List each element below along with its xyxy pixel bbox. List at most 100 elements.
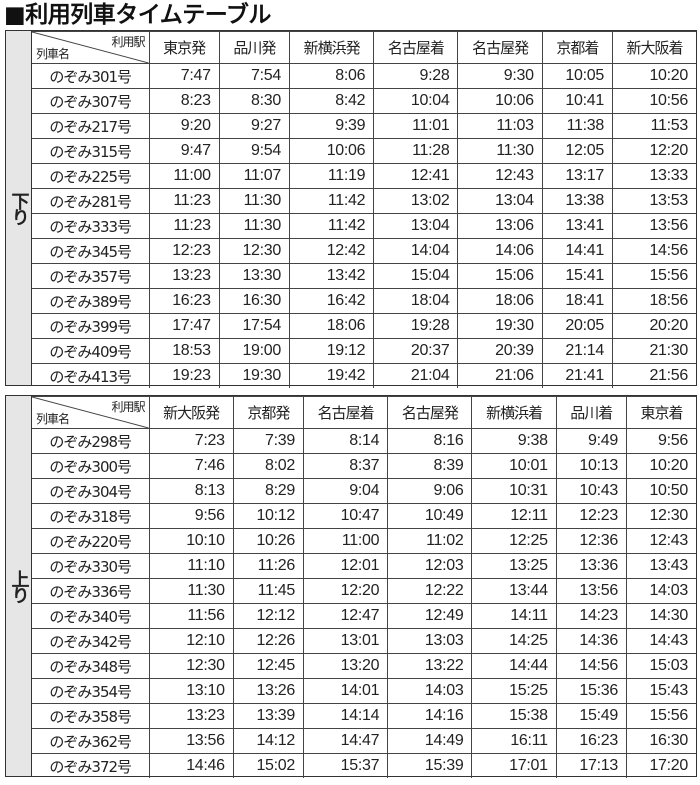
train-name: のぞみ281号 xyxy=(32,188,150,214)
time-cell: 15:56 xyxy=(611,263,696,289)
station-axis-label: 利用駅 xyxy=(111,400,145,414)
time-cell: 9:47 xyxy=(148,138,220,164)
station-header: 東京発 xyxy=(148,31,220,64)
time-cell: 12:01 xyxy=(302,553,389,579)
table-row: のぞみ342号 12:10 12:26 13:01 13:03 14:25 14:36 14:… xyxy=(32,628,696,654)
time-cell: 9:49 xyxy=(555,428,627,454)
time-cell: 14:03 xyxy=(387,678,473,704)
time-cell: 20:39 xyxy=(457,338,543,364)
time-cell: 10:13 xyxy=(555,453,627,479)
train-name: のぞみ298号 xyxy=(32,428,150,454)
time-cell: 14:16 xyxy=(387,703,473,729)
table-row: のぞみ340号 11:56 12:12 12:47 12:49 14:11 14:23 14:… xyxy=(32,603,696,629)
time-cell: 7:46 xyxy=(148,453,234,479)
time-cell: 8:02 xyxy=(232,453,304,479)
time-cell: 11:53 xyxy=(611,113,696,139)
time-cell: 12:45 xyxy=(232,653,304,679)
time-cell: 12:10 xyxy=(148,628,234,654)
time-cell: 15:38 xyxy=(471,703,557,729)
time-cell: 8:23 xyxy=(148,88,220,114)
time-cell: 15:02 xyxy=(232,753,304,778)
time-cell: 13:33 xyxy=(611,163,696,189)
time-cell: 11:23 xyxy=(148,188,220,214)
time-cell: 12:05 xyxy=(541,138,613,164)
time-cell: 9:06 xyxy=(387,478,473,504)
time-cell: 11:02 xyxy=(387,528,473,554)
timetable-table: 利用駅 列車名 新大阪発 京都発 名古屋着 名古屋発 新横浜着 品川着 東京着 のぞみ298号 7:… xyxy=(32,396,696,778)
time-cell: 13:06 xyxy=(457,213,543,239)
time-cell: 8:29 xyxy=(232,478,304,504)
table-row: のぞみ330号 11:10 11:26 12:01 12:03 13:25 13:36 13:… xyxy=(32,553,696,579)
train-name: のぞみ357号 xyxy=(32,263,150,289)
table-row: のぞみ345号 12:23 12:30 12:42 14:04 14:06 14:41 14:… xyxy=(32,238,696,264)
time-cell: 16:23 xyxy=(148,288,220,314)
time-cell: 10:47 xyxy=(302,503,389,529)
time-cell: 11:07 xyxy=(218,163,291,189)
time-cell: 17:54 xyxy=(218,313,291,339)
time-cell: 16:30 xyxy=(625,728,696,754)
time-cell: 14:56 xyxy=(611,238,696,264)
time-cell: 14:46 xyxy=(148,753,234,778)
table-row: のぞみ362号 13:56 14:12 14:47 14:49 16:11 16:23 16:… xyxy=(32,728,696,754)
train-name: のぞみ304号 xyxy=(32,478,150,504)
time-cell: 15:56 xyxy=(625,703,696,729)
time-cell: 15:49 xyxy=(555,703,627,729)
station-header: 品川発 xyxy=(218,31,291,64)
time-cell: 12:30 xyxy=(148,653,234,679)
time-cell: 18:41 xyxy=(541,288,613,314)
time-cell: 13:38 xyxy=(541,188,613,214)
direction-label: 下り xyxy=(6,31,32,385)
time-cell: 13:43 xyxy=(625,553,696,579)
time-cell: 12:25 xyxy=(471,528,557,554)
time-cell: 13:53 xyxy=(611,188,696,214)
time-cell: 19:30 xyxy=(457,313,543,339)
station-header: 名古屋着 xyxy=(302,396,389,429)
time-cell: 8:30 xyxy=(218,88,291,114)
time-cell: 12:03 xyxy=(387,553,473,579)
time-cell: 18:06 xyxy=(288,313,375,339)
time-cell: 13:02 xyxy=(373,188,459,214)
time-cell: 11:56 xyxy=(148,603,234,629)
time-cell: 20:20 xyxy=(611,313,696,339)
time-cell: 19:42 xyxy=(288,363,375,388)
time-cell: 19:23 xyxy=(148,363,220,388)
time-cell: 13:01 xyxy=(302,628,389,654)
table-row: のぞみ348号 12:30 12:45 13:20 13:22 14:44 14:56 15:… xyxy=(32,653,696,679)
time-cell: 11:00 xyxy=(148,163,220,189)
time-cell: 20:05 xyxy=(541,313,613,339)
train-name: のぞみ340号 xyxy=(32,603,150,629)
time-cell: 19:30 xyxy=(218,363,291,388)
time-cell: 13:17 xyxy=(541,163,613,189)
time-cell: 12:49 xyxy=(387,603,473,629)
train-name: のぞみ300号 xyxy=(32,453,150,479)
time-cell: 12:20 xyxy=(611,138,696,164)
train-name: のぞみ362号 xyxy=(32,728,150,754)
direction-text: 上り xyxy=(8,570,30,602)
train-name: のぞみ307号 xyxy=(32,88,150,114)
page-title: ■利用列車タイムテーブル xyxy=(4,2,271,28)
time-cell: 14:23 xyxy=(555,603,627,629)
table-row: のぞみ372号 14:46 15:02 15:37 15:39 17:01 17:13 17:… xyxy=(32,753,696,778)
timetable-table: 利用駅 列車名 東京発 品川発 新横浜発 名古屋着 名古屋発 京都着 新大阪着 のぞみ301号 7:… xyxy=(32,31,696,388)
time-cell: 13:25 xyxy=(471,553,557,579)
station-header: 京都着 xyxy=(541,31,613,64)
table-row: のぞみ336号 11:30 11:45 12:20 12:22 13:44 13:56 14:… xyxy=(32,578,696,604)
train-name: のぞみ372号 xyxy=(32,753,150,778)
time-cell: 15:36 xyxy=(555,678,627,704)
table-row: のぞみ413号 19:23 19:30 19:42 21:04 21:06 21:41 21:… xyxy=(32,363,696,388)
time-cell: 16:11 xyxy=(471,728,557,754)
table-row: のぞみ301号 7:47 7:54 8:06 9:28 9:30 10:05 10:20 xyxy=(32,63,696,89)
time-cell: 18:56 xyxy=(611,288,696,314)
station-header: 新横浜着 xyxy=(471,396,557,429)
time-cell: 13:30 xyxy=(218,263,291,289)
direction-text: 下り xyxy=(8,192,30,224)
time-cell: 7:54 xyxy=(218,63,291,89)
time-cell: 10:50 xyxy=(625,478,696,504)
station-header: 新横浜発 xyxy=(288,31,375,64)
time-cell: 12:20 xyxy=(302,578,389,604)
time-cell: 9:56 xyxy=(625,428,696,454)
station-header: 名古屋発 xyxy=(457,31,543,64)
table-row: のぞみ298号 7:23 7:39 8:14 8:16 9:38 9:49 9:56 xyxy=(32,428,696,454)
train-name: のぞみ225号 xyxy=(32,163,150,189)
station-axis-label: 利用駅 xyxy=(111,35,145,49)
